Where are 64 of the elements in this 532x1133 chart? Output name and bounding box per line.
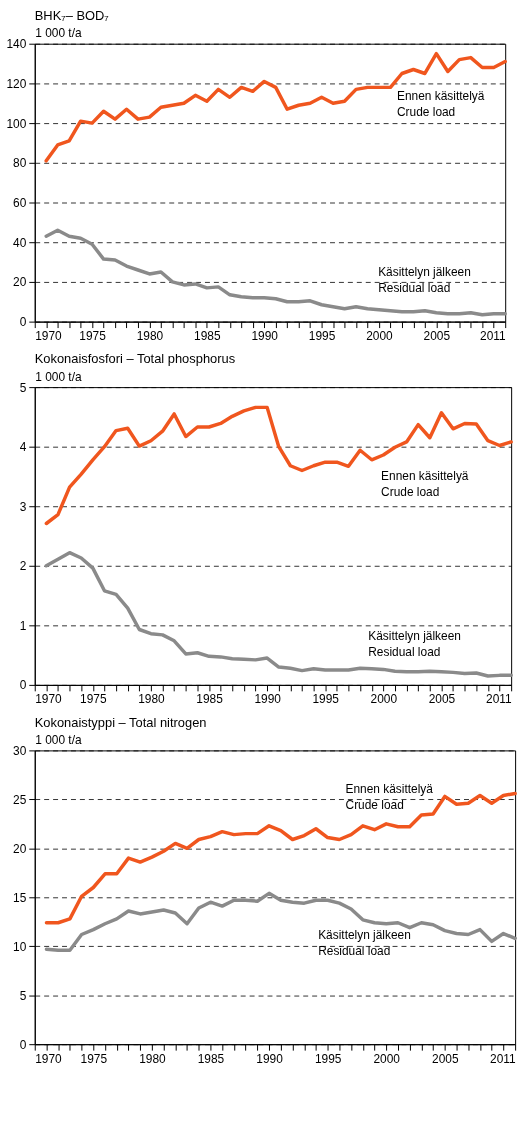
x-tick-label: 1970 (35, 328, 63, 343)
y-tick-label: 30 (13, 743, 27, 758)
y-tick-label: 0 (19, 1037, 27, 1052)
series-label: Käsittelyn jälkeen Residual load (368, 629, 461, 660)
line-series (44, 550, 513, 678)
y-tick-label: 80 (13, 156, 27, 171)
x-tick-label: 1985 (196, 692, 224, 707)
x-tick-label: 1990 (251, 328, 279, 343)
x-tick-label: 1985 (197, 1051, 225, 1066)
y-tick-label: 15 (13, 890, 27, 905)
y-tick-label: 20 (13, 275, 27, 290)
x-tick-label: 1980 (136, 328, 164, 343)
x-tick-label: 2000 (373, 1051, 401, 1066)
x-tick-label: 2011 (490, 1051, 516, 1066)
y-tick-label: 3 (19, 499, 27, 514)
x-tick-label: 1995 (314, 1051, 342, 1066)
x-tick-label: 1970 (35, 692, 63, 707)
y-tick-label: 5 (19, 380, 27, 395)
y-tick-label: 5 (19, 988, 27, 1003)
y-tick-label: 1 (19, 618, 27, 633)
chart-title: BHK₇– BOD₇ (34, 7, 109, 23)
line-series (44, 51, 507, 163)
x-tick-label: 2000 (366, 328, 394, 343)
y-tick-label: 2 (19, 559, 27, 574)
y-axis-title: 1 000 t/a (35, 732, 82, 747)
y-tick-label: 10 (13, 939, 27, 954)
x-tick-label: 1995 (308, 328, 336, 343)
x-tick-label: 1995 (312, 692, 340, 707)
x-tick-label: 2005 (432, 1051, 459, 1066)
x-tick-label: 1975 (80, 692, 107, 707)
x-tick-label: 1985 (194, 328, 221, 343)
x-tick-label: 1980 (138, 692, 166, 707)
y-tick-label: 100 (6, 116, 27, 131)
line-series (44, 228, 507, 317)
x-tick-label: 2000 (370, 692, 398, 707)
y-tick-label: 0 (19, 315, 27, 330)
y-axis-title: 1 000 t/a (35, 26, 82, 41)
series-label: Ennen käsittelyä Crude load (381, 469, 469, 500)
chart-title: Kokonaistyppi – Total nitrogen (34, 714, 207, 730)
y-tick-label: 0 (19, 678, 27, 693)
x-tick-label: 1980 (139, 1051, 167, 1066)
x-tick-label: 2005 (428, 692, 456, 707)
y-axis-title: 1 000 t/a (35, 369, 82, 384)
x-tick-label: 1990 (256, 1051, 284, 1066)
y-tick-label: 20 (13, 841, 27, 856)
x-tick-label: 1970 (35, 1051, 63, 1066)
series-label: Käsittelyn jälkeen Residual load (378, 265, 471, 296)
x-tick-label: 2011 (486, 692, 513, 707)
x-tick-label: 1990 (254, 692, 282, 707)
x-tick-label: 2005 (423, 328, 451, 343)
x-tick-label: 1975 (79, 328, 107, 343)
y-tick-label: 140 (6, 37, 27, 52)
y-tick-label: 120 (6, 76, 27, 91)
line-series (44, 405, 513, 526)
series-label: Käsittelyn jälkeen Residual load (318, 928, 411, 959)
chart-title: Kokonaisfosfori – Total phosphorus (34, 351, 236, 367)
x-tick-label: 2011 (480, 328, 507, 343)
y-tick-label: 60 (13, 195, 27, 210)
x-tick-label: 1975 (80, 1051, 108, 1066)
y-tick-label: 4 (19, 440, 27, 455)
y-tick-label: 40 (13, 235, 27, 250)
series-label: Ennen käsittelyä Crude load (397, 88, 485, 119)
y-tick-label: 25 (13, 792, 27, 807)
series-label: Ennen käsittelyä Crude load (345, 782, 434, 812)
